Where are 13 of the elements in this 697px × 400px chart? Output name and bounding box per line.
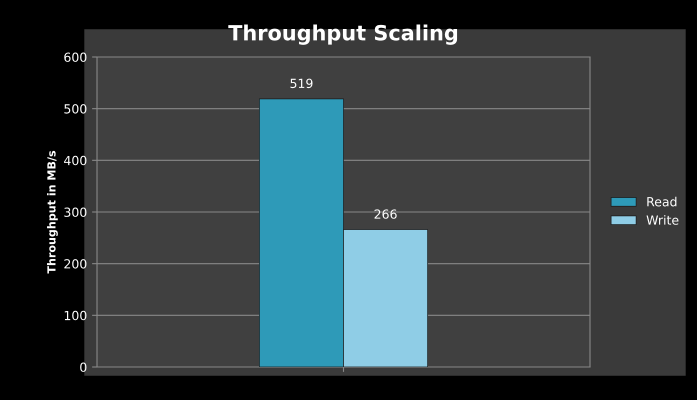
y-tick-label: 500 [64,104,86,114]
legend-label: Read [647,196,676,206]
y-tick-label: 600 [64,52,86,62]
y-tick-label: 300 [64,207,86,217]
data-label: 519 [290,78,312,88]
y-tick-label: 200 [64,259,86,269]
data-label: 266 [374,209,397,219]
y-tick-label: 400 [64,156,86,166]
y-tick-label: 100 [64,310,86,320]
y-tick-label: 0 [80,362,86,372]
chart-title: Throughput Scaling [228,24,458,45]
legend-label: Write [646,215,678,225]
y-axis-title: Throughput in MB/s [47,150,58,274]
